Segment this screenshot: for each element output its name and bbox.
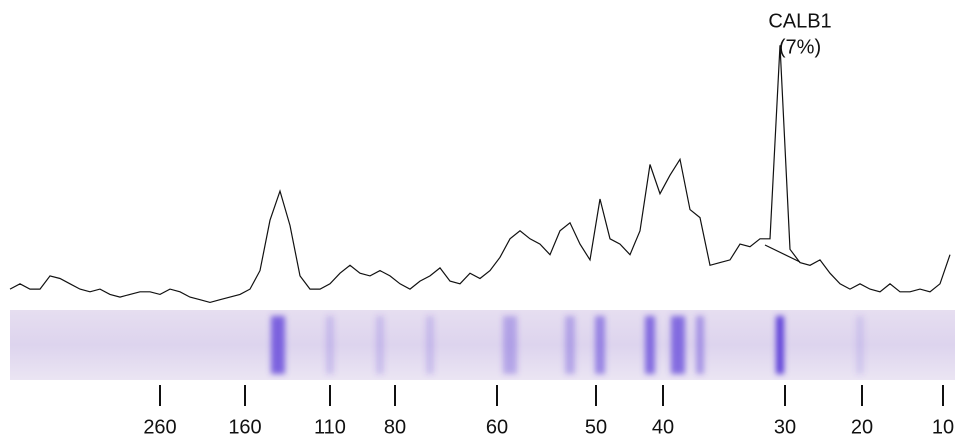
marker-label: 60	[486, 416, 508, 438]
marker-label: 50	[585, 416, 607, 438]
gel-band	[426, 316, 434, 374]
annotation-note: (7%)	[779, 36, 821, 58]
gel-band	[645, 316, 655, 374]
marker-label: 80	[384, 416, 406, 438]
marker-label: 20	[851, 416, 873, 438]
marker-label: 160	[228, 416, 261, 438]
marker-label: 10	[932, 416, 954, 438]
gel-band	[565, 316, 575, 374]
gel-band	[856, 316, 864, 374]
marker-label: 110	[314, 416, 346, 438]
marker-label: 260	[143, 416, 176, 438]
marker-label: 30	[774, 416, 796, 438]
peak-baseline	[765, 245, 800, 262]
gel-band	[696, 316, 704, 374]
gel-band	[503, 316, 517, 374]
densitometry-trace	[10, 45, 950, 302]
figure: CALB1 (7%) 260 160 110 80 60 50 40 30 20 10	[0, 0, 961, 445]
gel-band	[326, 316, 334, 374]
gel-band	[776, 316, 784, 374]
gel-band	[271, 316, 285, 374]
page: {"chart_data": {"type": "line", "annotat…	[0, 0, 961, 445]
gel-band	[671, 316, 685, 374]
gel-lane	[10, 310, 955, 380]
gel-band	[595, 316, 605, 374]
marker-label: 40	[652, 416, 674, 438]
annotation: CALB1	[768, 10, 831, 32]
gel-band	[376, 316, 384, 374]
